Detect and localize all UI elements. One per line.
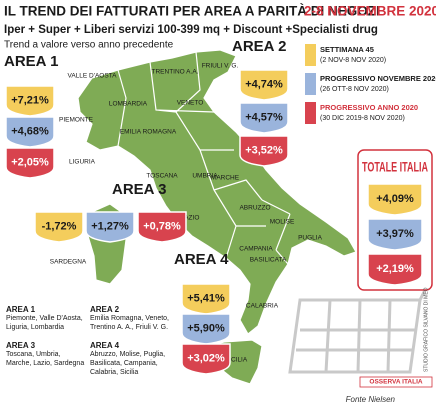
area-note-regions: Toscana, Umbria, Marche, Lazio, Sardegna — [6, 351, 85, 367]
region-label: SARDEGNA — [50, 259, 87, 266]
legend-period: (26 OTT-8 NOV 2020) — [320, 86, 389, 93]
badge — [367, 253, 423, 286]
badge-value: +2,05% — [11, 156, 49, 168]
badge — [239, 102, 289, 134]
region-label: EMILIA ROMAGNA — [120, 129, 177, 136]
region-label: PIEMONTE — [59, 117, 94, 124]
badge — [85, 211, 135, 243]
legend-swatch — [305, 102, 316, 124]
area-note-regions: Emilia Romagna, Veneto, Trentino A. A., … — [90, 315, 169, 331]
badge-value: +3,02% — [187, 352, 225, 364]
legend-period: (30 DIC 2019-8 NOV 2020) — [320, 115, 405, 122]
region-label: CALABRIA — [246, 303, 279, 310]
total-name: TOTALE ITALIA — [362, 159, 428, 175]
area-name: AREA 3 — [112, 181, 166, 198]
area-note-box: Toscana, Umbria, Marche, Lazio, Sardegna — [6, 351, 85, 367]
badge — [239, 69, 289, 101]
badge — [34, 211, 84, 243]
legend-label: PROGRESSIVO ANNO 2020 — [320, 103, 418, 112]
badge — [367, 218, 423, 251]
region-label: TRENTINO A.A. — [152, 69, 199, 76]
badge — [137, 211, 187, 243]
subtitle: Iper + Super + Liberi servizi 100-399 mq… — [4, 24, 378, 36]
badge-value: +4,74% — [245, 78, 283, 90]
title: IL TREND DEI FATTURATI PER AREA A PARITÀ… — [4, 4, 380, 19]
area-note-box: Emilia Romagna, Veneto, Trentino A. A., … — [90, 315, 169, 331]
badge-value: +1,27% — [91, 220, 129, 232]
badge — [5, 147, 55, 179]
region-label: CAMPANIA — [239, 246, 273, 253]
region-label: VENETO — [177, 100, 204, 107]
region-label: LOMBARDIA — [109, 101, 148, 108]
region-label: PUGLIA — [298, 235, 323, 242]
badge — [181, 343, 231, 375]
area-name: AREA 2 — [232, 38, 286, 55]
region-label: MARCHE — [211, 175, 240, 182]
badge-value: +4,57% — [245, 111, 283, 123]
region-label: ABRUZZO — [239, 205, 270, 212]
badge — [239, 135, 289, 167]
area-note-box: Piemonte, Valle D'Aosta, Liguria, Lombar… — [6, 315, 83, 331]
note: Trend a valore verso anno precedente — [4, 40, 174, 51]
area-note-name: AREA 2 — [90, 305, 120, 314]
logo: OSSERVA ITALIA — [369, 379, 423, 386]
badge-value: +3,97% — [376, 228, 414, 240]
badge-value: +4,09% — [376, 193, 414, 205]
region-label: LAZIO — [181, 215, 200, 222]
region-label: LIGURIA — [69, 159, 96, 166]
legend-swatch — [305, 44, 316, 66]
area-note-name: AREA 4 — [90, 341, 120, 350]
badge-value: +3,52% — [245, 144, 283, 156]
cart-outline — [288, 279, 432, 374]
source: Fonte Nielsen — [346, 395, 396, 404]
region-label: VALLE D'AOSTA — [67, 73, 117, 80]
region-label: BASILICATA — [250, 257, 287, 264]
area-name: AREA 4 — [174, 251, 229, 268]
badge-value: +5,41% — [187, 292, 225, 304]
badge-value: +7,21% — [11, 94, 49, 106]
region-label: UMBRIA — [192, 173, 218, 180]
credit: STUDIO GRAFICO SILVANO DI MEO — [423, 287, 429, 372]
region-label: SICILIA — [225, 357, 248, 364]
badge — [5, 116, 55, 148]
area-note-box: Abruzzo, Molise, Puglia, Basilicata, Cam… — [90, 351, 166, 376]
legend-swatch — [305, 73, 316, 95]
area-note-regions: Abruzzo, Molise, Puglia, Basilicata, Cam… — [90, 351, 166, 376]
area-name: AREA 1 — [4, 53, 58, 70]
cart — [288, 279, 432, 374]
area-note-regions: Piemonte, Valle D'Aosta, Liguria, Lombar… — [6, 315, 83, 331]
badge — [367, 183, 423, 216]
legend-label: PROGRESSIVO NOVEMBRE 2020 — [320, 74, 436, 83]
logo-box — [359, 376, 433, 388]
legend-label: SETTIMANA 45 — [320, 45, 374, 54]
legend-period: (2 NOV-8 NOV 2020) — [320, 57, 386, 64]
title-dates: 2-8 NOVEMBRE 2020 — [304, 4, 436, 19]
area-note-name: AREA 1 — [6, 305, 36, 314]
badge-value: +5,90% — [187, 322, 225, 334]
region-label: FRIULI V. G. — [202, 63, 239, 70]
region-label: MOLISE — [270, 219, 295, 226]
badge — [5, 85, 55, 117]
area-note-name: AREA 3 — [6, 341, 36, 350]
region-label: TOSCANA — [146, 173, 178, 180]
region-borders — [117, 51, 291, 265]
badge-value: -1,72% — [42, 220, 77, 232]
badge-value: +0,78% — [143, 220, 181, 232]
badge-value: +4,68% — [11, 125, 49, 137]
badge-value: +2,19% — [376, 263, 414, 275]
